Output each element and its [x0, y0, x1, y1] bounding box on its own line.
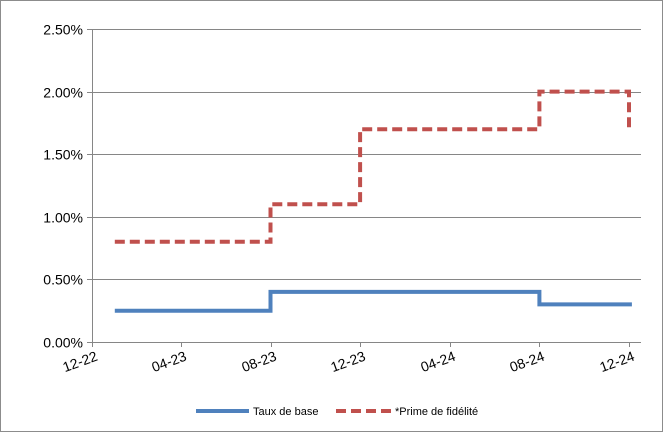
legend-label-taux-de-base: Taux de base [253, 406, 318, 418]
grid-layer [92, 29, 641, 280]
series-layer [114, 89, 632, 313]
series-line-taux-de-base [114, 289, 632, 313]
y-tick-label: 2.50% [43, 22, 83, 38]
y-tick-label: 0.00% [43, 335, 83, 351]
axis-layer [87, 29, 641, 347]
x-tick-label: 08-24 [507, 348, 546, 375]
y-tick-label: 1.00% [43, 210, 83, 226]
x-tick-label: 08-23 [239, 348, 278, 375]
x-tick-label: 12-22 [60, 348, 99, 375]
x-tick-label: 04-23 [149, 348, 188, 375]
y-tick-label: 1.50% [43, 147, 83, 163]
label-layer: 0.00% 0.50% 1.00% 1.50% 2.00% 2.50% 12-22 04-23… [43, 22, 636, 376]
y-tick-label: 2.00% [43, 85, 83, 101]
x-tick-label: 12-23 [328, 348, 367, 375]
legend-layer: Taux de base *Prime de fidélité [196, 406, 478, 418]
x-tick-label: 04-24 [418, 348, 457, 375]
legend-label-prime-de-fidelite: *Prime de fidélité [395, 406, 478, 418]
y-tick-label: 0.50% [43, 272, 83, 288]
series-line-prime-de-fidelite [114, 89, 632, 244]
x-tick-label: 12-24 [597, 348, 636, 375]
